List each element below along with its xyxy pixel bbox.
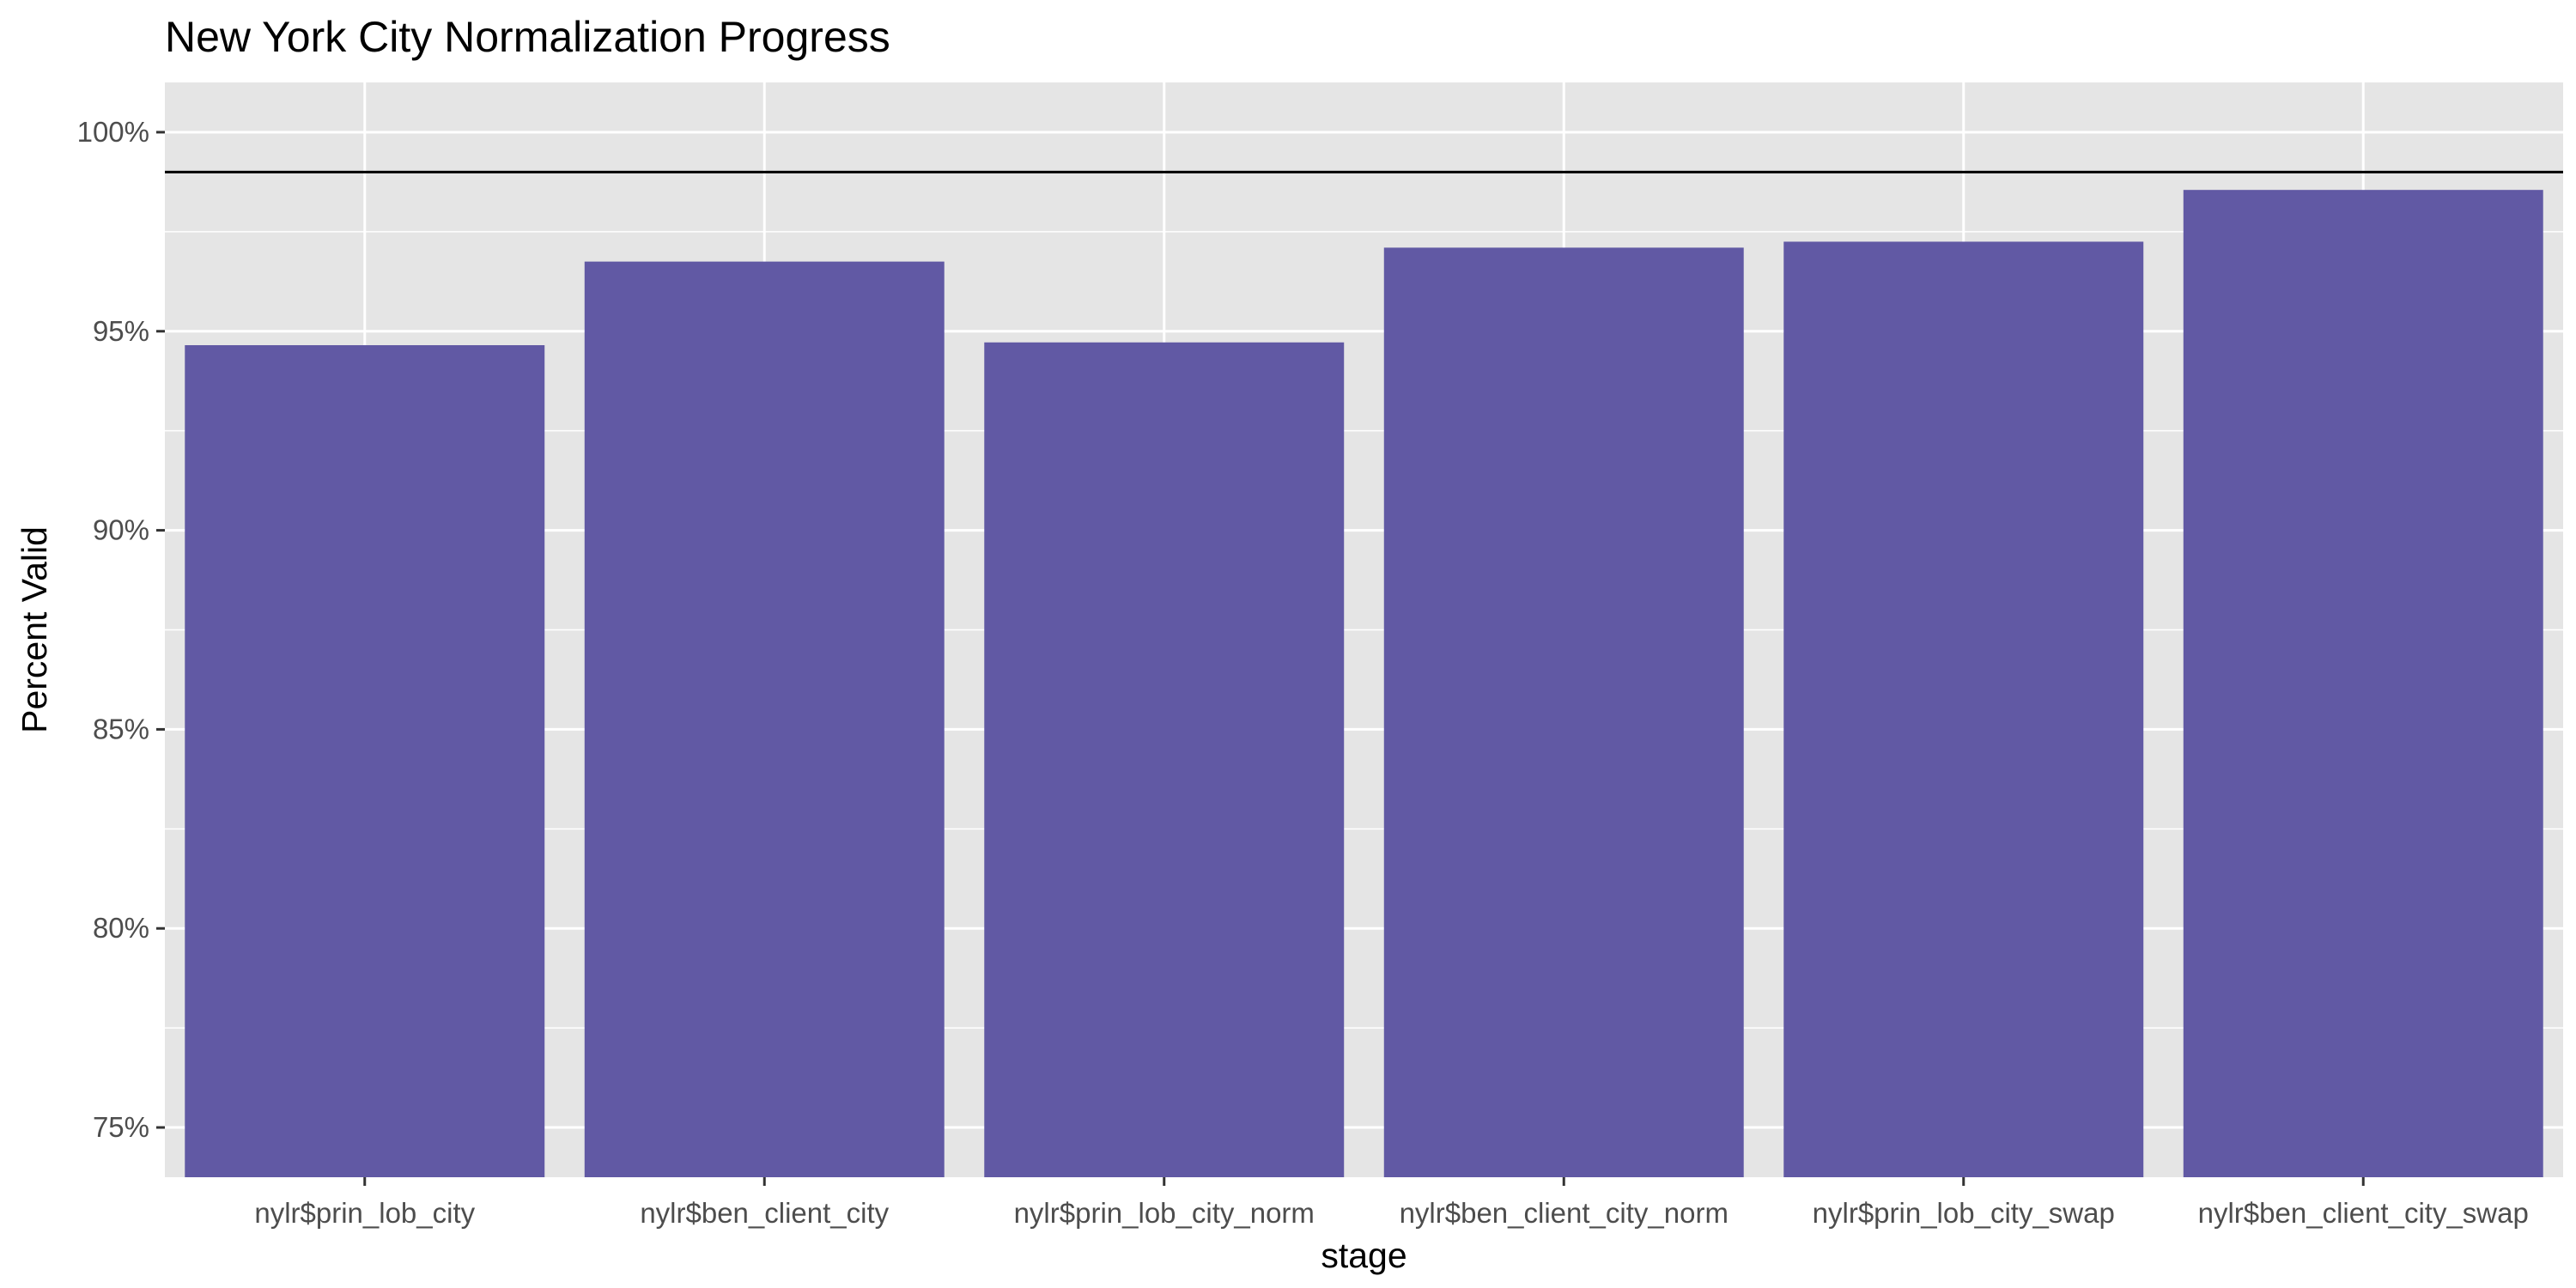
x-axis-title: stage xyxy=(1321,1236,1406,1275)
y-tick-label: 80% xyxy=(93,912,149,944)
bar xyxy=(1783,241,2144,1177)
x-axis: nylr$prin_lob_city nylr$ben_client_city ny… xyxy=(254,1177,2529,1229)
y-tick-label: 90% xyxy=(93,514,149,546)
bar-series xyxy=(185,190,2543,1178)
minor-gridlines xyxy=(165,231,2563,1029)
bar xyxy=(185,345,545,1177)
y-axis-title: Percent Valid xyxy=(15,526,54,733)
bar xyxy=(2183,190,2543,1177)
x-tick-label: nylr$ben_client_city_norm xyxy=(1400,1197,1728,1229)
x-tick-label: nylr$prin_lob_city xyxy=(254,1197,475,1229)
bar xyxy=(1383,247,1744,1178)
y-tick-label: 85% xyxy=(93,713,149,744)
x-tick-label: nylr$ben_client_city_swap xyxy=(2198,1197,2529,1229)
x-tick-label: nylr$ben_client_city xyxy=(640,1197,889,1229)
y-tick-label: 100% xyxy=(77,116,149,148)
chart-title: New York City Normalization Progress xyxy=(165,13,890,61)
bar xyxy=(584,261,945,1177)
bar xyxy=(984,342,1345,1178)
x-tick-label: nylr$prin_lob_city_norm xyxy=(1014,1197,1315,1229)
y-tick-label: 95% xyxy=(93,315,149,347)
y-tick-label: 75% xyxy=(93,1111,149,1143)
y-axis: 75% 80% 85% 90% 95% 100% xyxy=(77,116,165,1143)
x-tick-label: nylr$prin_lob_city_swap xyxy=(1813,1197,2115,1229)
